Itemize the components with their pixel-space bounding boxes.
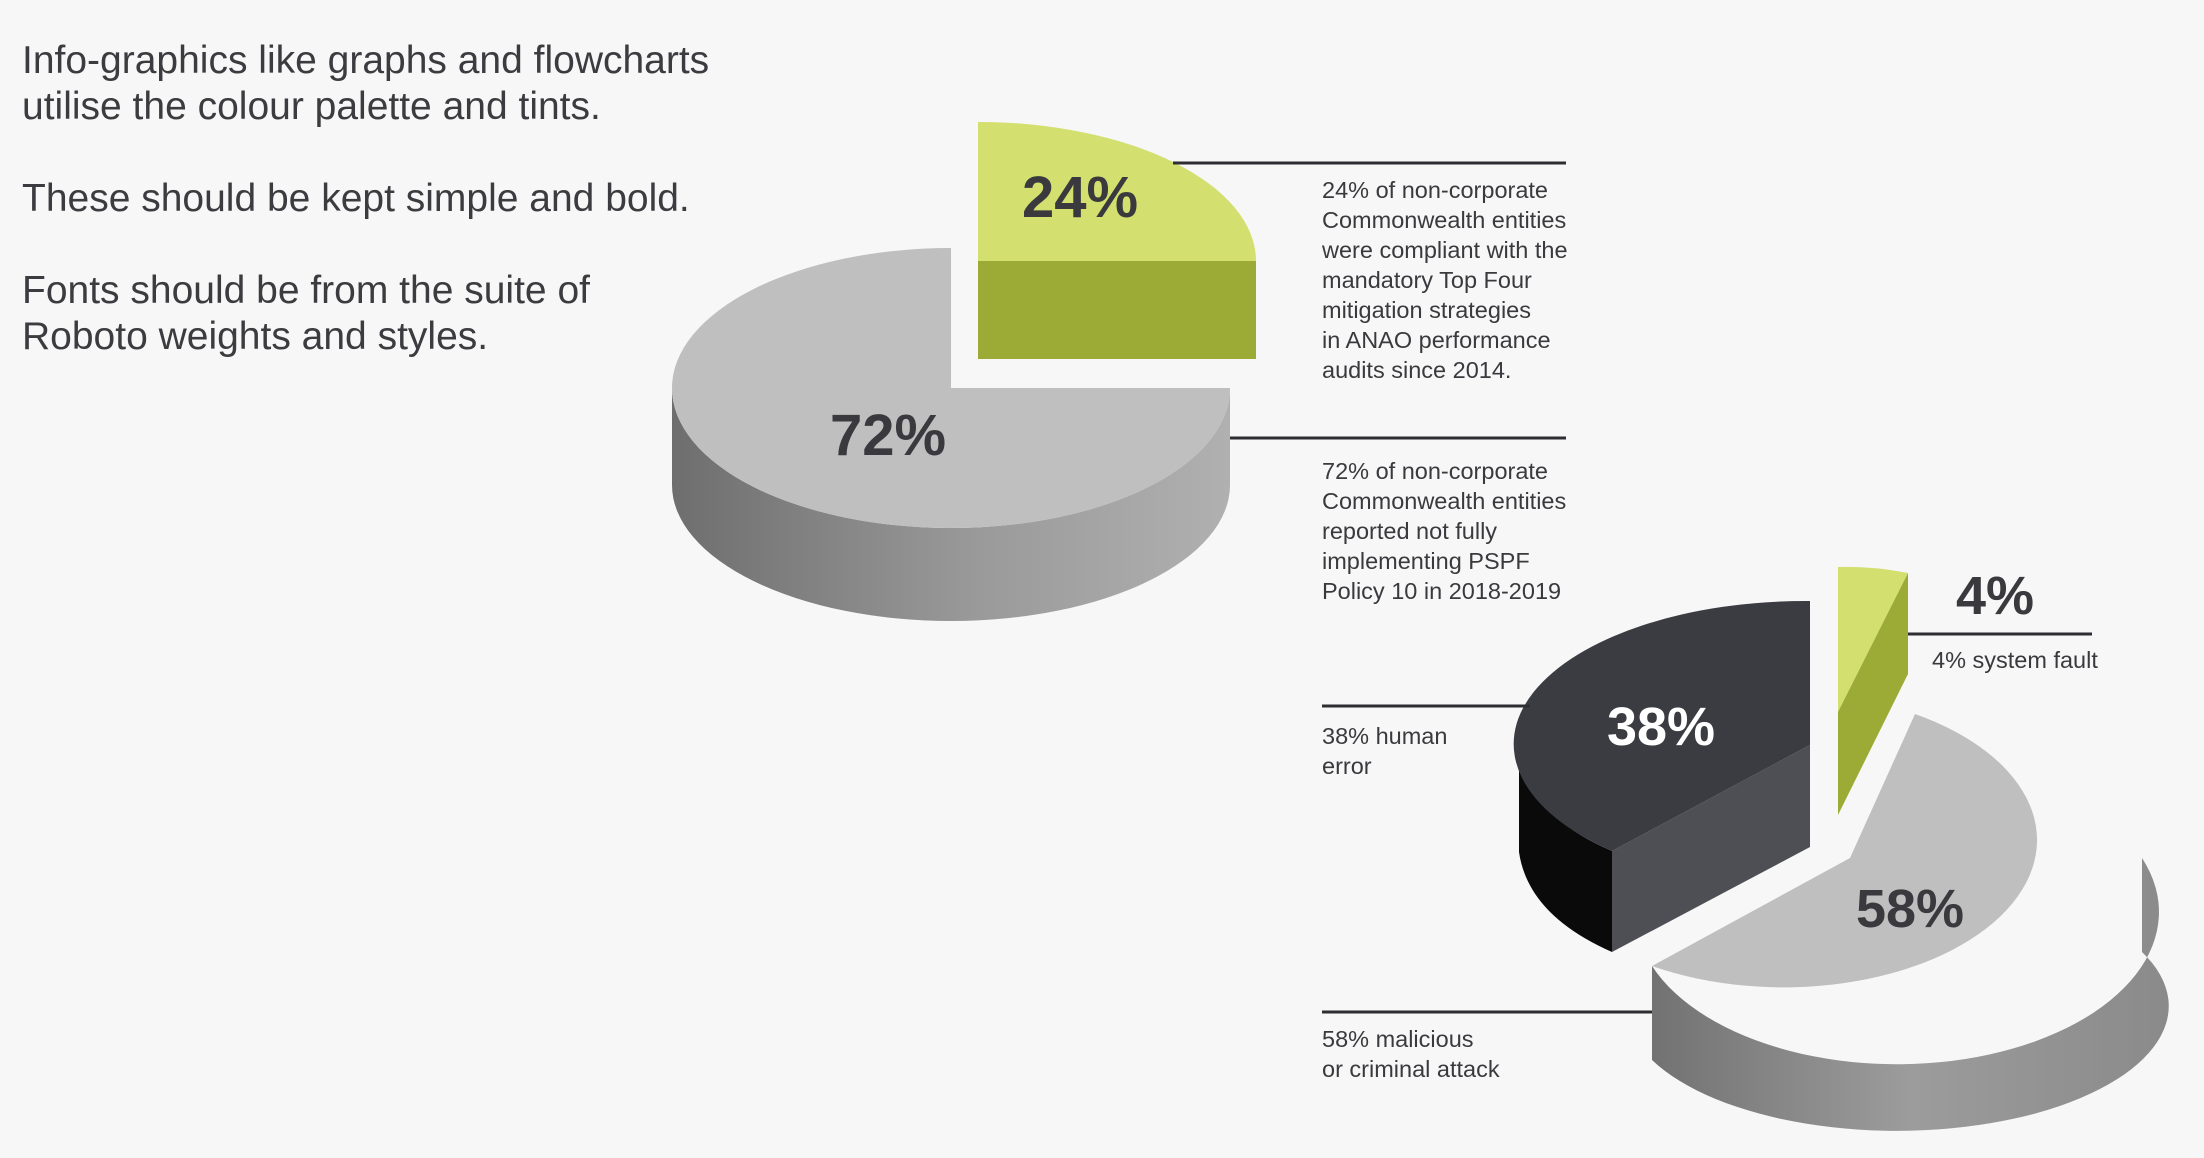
chart2-slice-4-top (1838, 566, 1908, 712)
chart2-slice-38-wall (1519, 752, 1612, 952)
annotation-58-malicious: 58% malicious or criminal attack (1322, 1026, 1500, 1082)
chart1-slice-72-top (672, 248, 1230, 528)
chart2-slice-58-top (1652, 714, 2038, 988)
chart2-label-4: 4% (1956, 566, 2034, 626)
intro-text: Info-graphics like graphs and flowcharts… (22, 38, 782, 360)
intro-paragraph-2: These should be kept simple and bold. (22, 177, 690, 220)
chart1-slice-24-side (978, 261, 1256, 359)
chart2-label-38: 38% (1607, 697, 1715, 757)
annotation-4-system-fault: 4% system fault (1932, 647, 2098, 673)
intro-paragraph-3: Fonts should be from the suite of Roboto… (22, 269, 590, 358)
chart-2: 4% 38% 58% (1322, 566, 2169, 1131)
intro-paragraph-1: Info-graphics like graphs and flowcharts… (22, 39, 710, 128)
chart1-slice-72-side (672, 388, 1230, 621)
chart2-label-58: 58% (1856, 879, 1964, 939)
chart-1: 24% 72% (672, 122, 1566, 621)
chart2-slice-38-side (1612, 745, 1810, 952)
chart2-slice-58-side (1652, 858, 2169, 1131)
annotation-72-not-implementing: 72% of non-corporate Commonwealth entiti… (1322, 458, 1567, 604)
chart2-slice-4-side (1838, 573, 1908, 815)
chart1-slice-24-top (978, 122, 1256, 261)
chart1-label-24: 24% (1022, 165, 1138, 230)
chart1-label-72: 72% (830, 403, 946, 468)
annotation-24-compliant: 24% of non-corporate Commonwealth entiti… (1322, 177, 1568, 383)
annotation-38-human-error: 38% human error (1322, 723, 1448, 779)
chart2-slice-38-top (1513, 600, 1810, 851)
